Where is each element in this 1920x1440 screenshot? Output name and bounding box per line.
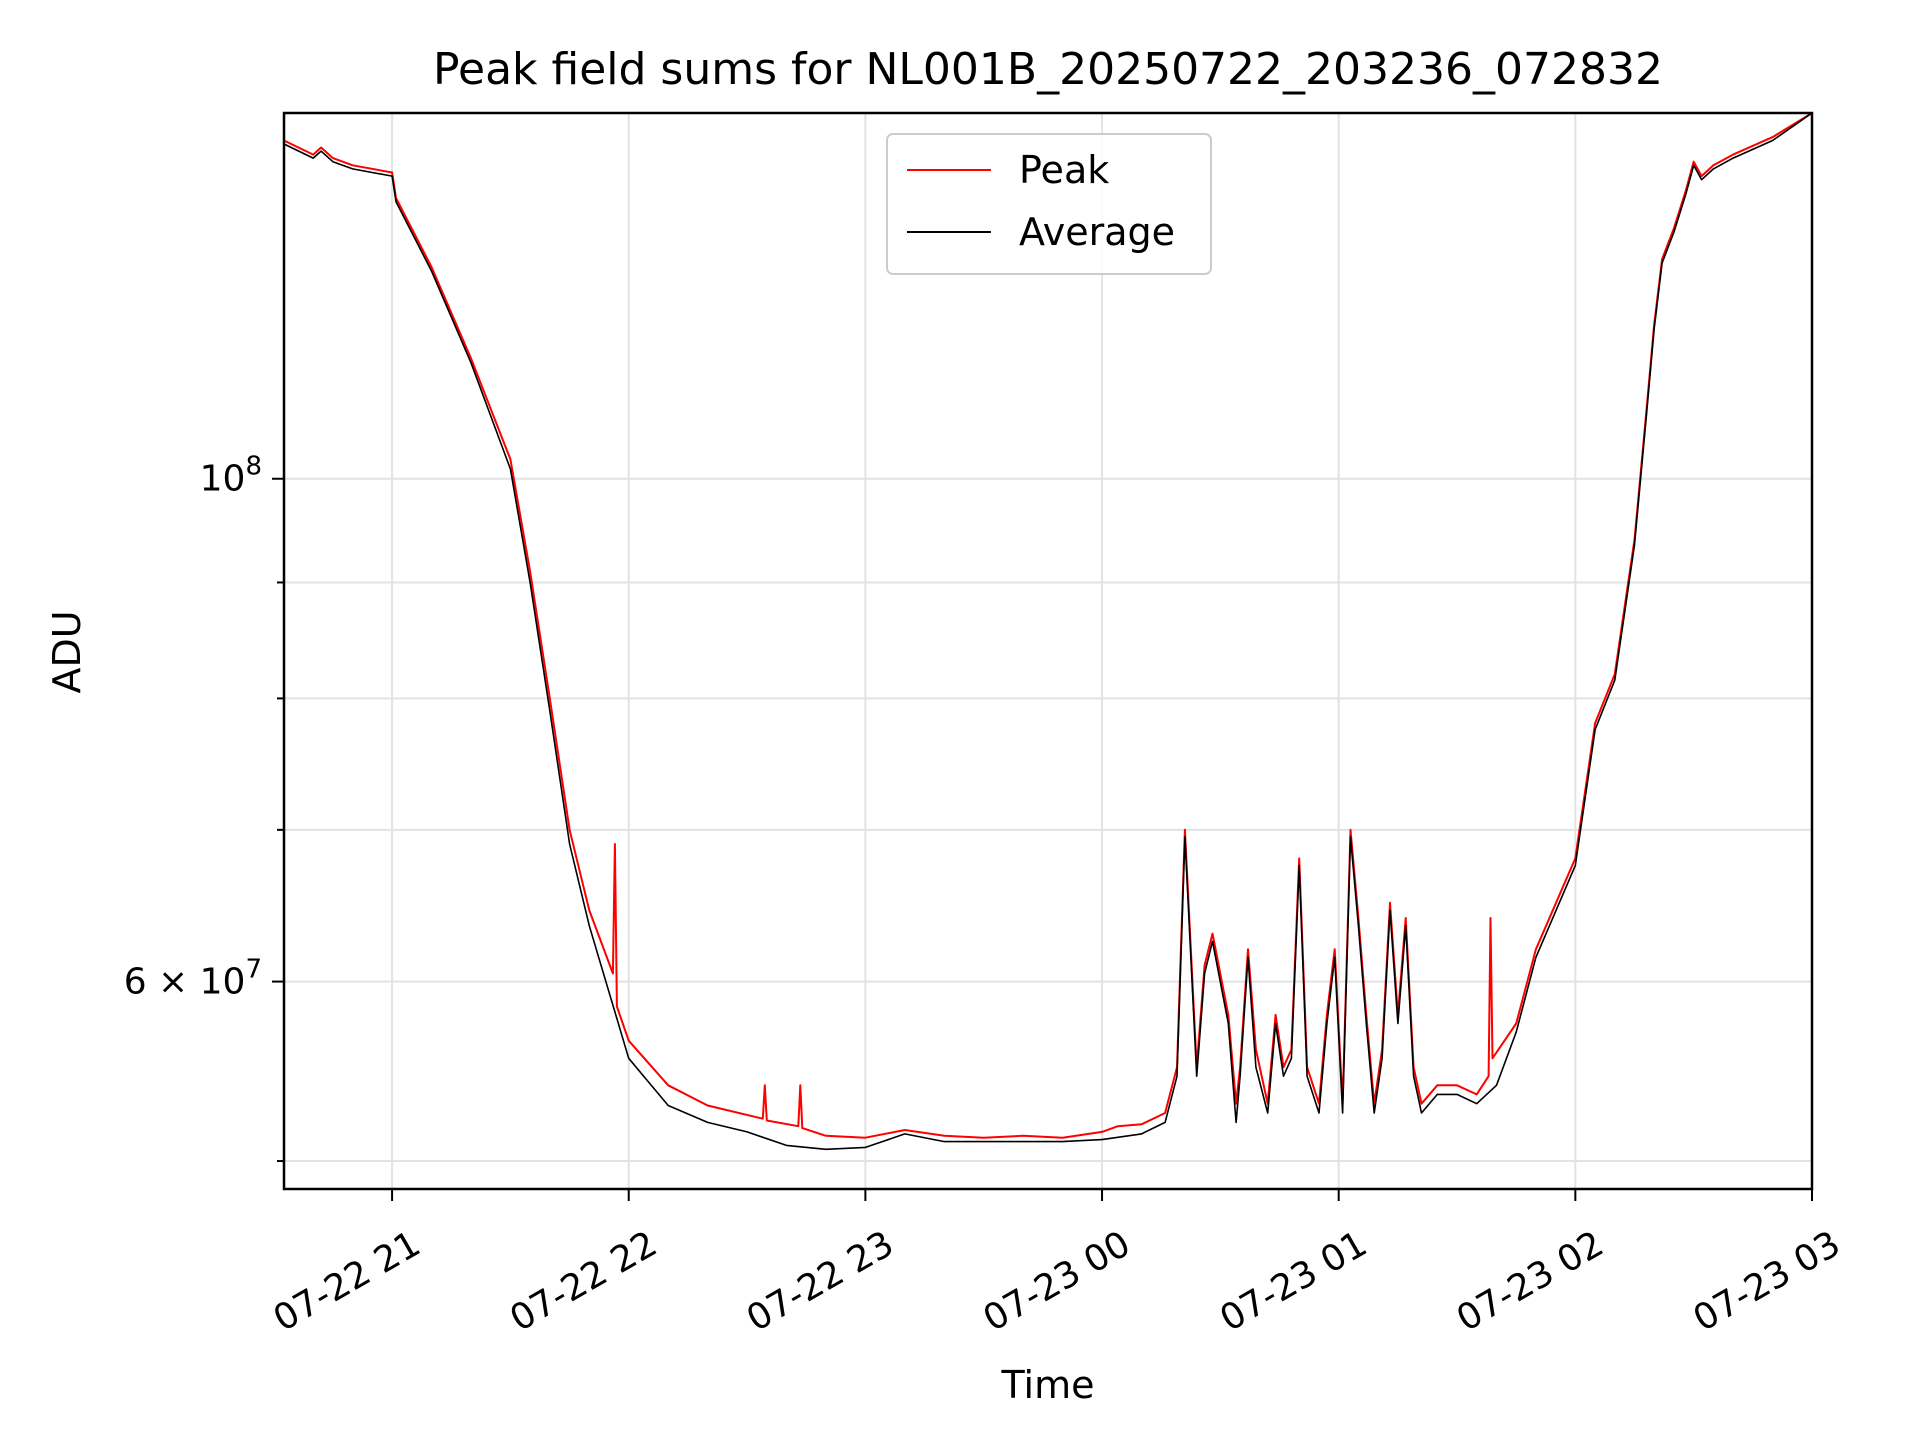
y-tick-label-exponent: 8 <box>245 452 262 482</box>
legend-label-peak: Peak <box>1019 148 1109 192</box>
y-tick-label-base: 10 <box>200 459 246 500</box>
y-axis-label: ADU <box>45 610 89 693</box>
y-tick-label: 108 <box>200 452 262 500</box>
series-line-average <box>283 112 1813 1151</box>
y-tick-label-base: 6 × 10 <box>124 962 246 1003</box>
plot-lines <box>283 112 1813 1151</box>
x-axis-label: Time <box>1001 1363 1095 1407</box>
legend-label-average: Average <box>1019 210 1175 254</box>
chart-title: Peak field sums for NL001B_20250722_2032… <box>433 44 1663 95</box>
legend: Peak Average <box>886 133 1212 275</box>
y-tick-label-exponent: 7 <box>245 955 262 985</box>
y-tick-label: 6 × 107 <box>124 955 262 1003</box>
grid <box>284 113 1813 1189</box>
plot-frame <box>282 111 1814 1191</box>
